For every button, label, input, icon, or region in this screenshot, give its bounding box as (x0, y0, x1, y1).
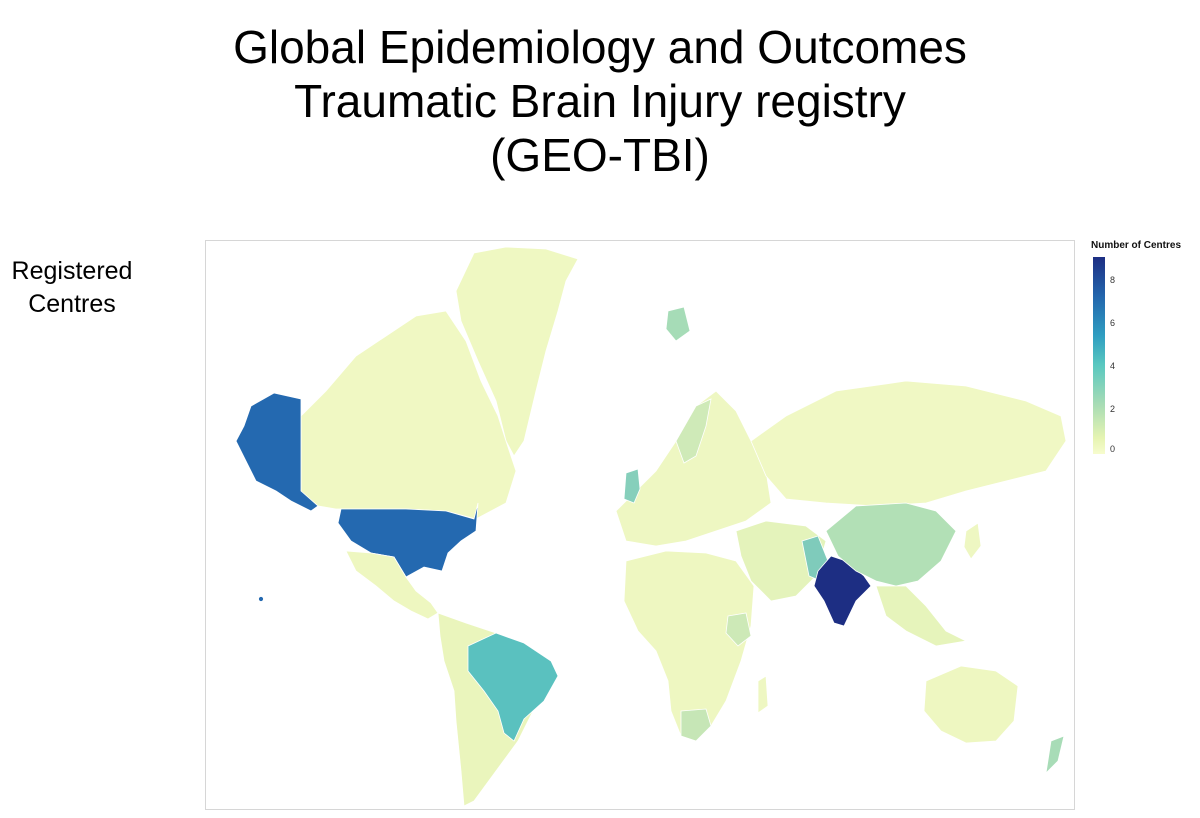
map-region-india[interactable] (813, 555, 872, 627)
legend-tick-6: 6 (1110, 318, 1116, 328)
map-region-hawaii[interactable] (258, 596, 264, 602)
legend-tick-8: 8 (1110, 275, 1116, 285)
title-line-2: Traumatic Brain Injury registry (294, 75, 906, 127)
map-region-new-zealand[interactable] (1045, 735, 1065, 775)
world-map-svg[interactable] (206, 241, 1076, 811)
map-region-brazil[interactable] (467, 632, 559, 742)
map-region-alaska[interactable] (235, 392, 319, 512)
legend-title: Number of Centres (1091, 240, 1182, 251)
map-region-madagascar[interactable] (757, 675, 769, 714)
side-label-line-2: Centres (28, 290, 116, 318)
map-region-australia[interactable] (923, 665, 1019, 744)
map-region-east-africa[interactable] (725, 612, 752, 647)
map-region-southeast-asia[interactable] (875, 585, 968, 647)
title-line-1: Global Epidemiology and Outcomes (233, 21, 967, 73)
title-line-3: (GEO-TBI) (490, 129, 710, 181)
map-region-svalbard[interactable] (665, 306, 691, 342)
world-map[interactable] (205, 240, 1075, 810)
map-region-scandinavia[interactable] (675, 398, 712, 464)
map-region-china[interactable] (825, 502, 957, 587)
registered-centres-label: Registered Centres (10, 255, 134, 321)
map-region-south-africa[interactable] (680, 708, 712, 742)
legend-tick-0: 0 (1110, 444, 1116, 454)
page-title: Global Epidemiology and Outcomes Traumat… (0, 20, 1200, 182)
legend-tick-4: 4 (1110, 361, 1116, 371)
map-region-japan[interactable] (963, 522, 982, 560)
legend-tick-2: 2 (1110, 404, 1116, 414)
map-region-united-kingdom[interactable] (623, 468, 641, 504)
map-region-greenland[interactable] (455, 246, 579, 457)
color-legend: Number of Centres 8 6 4 2 0 (1090, 240, 1195, 470)
legend-color-bar (1093, 257, 1105, 454)
map-region-russia[interactable] (750, 380, 1067, 507)
map-region-united-states[interactable] (337, 502, 479, 578)
side-label-line-1: Registered (11, 257, 133, 285)
